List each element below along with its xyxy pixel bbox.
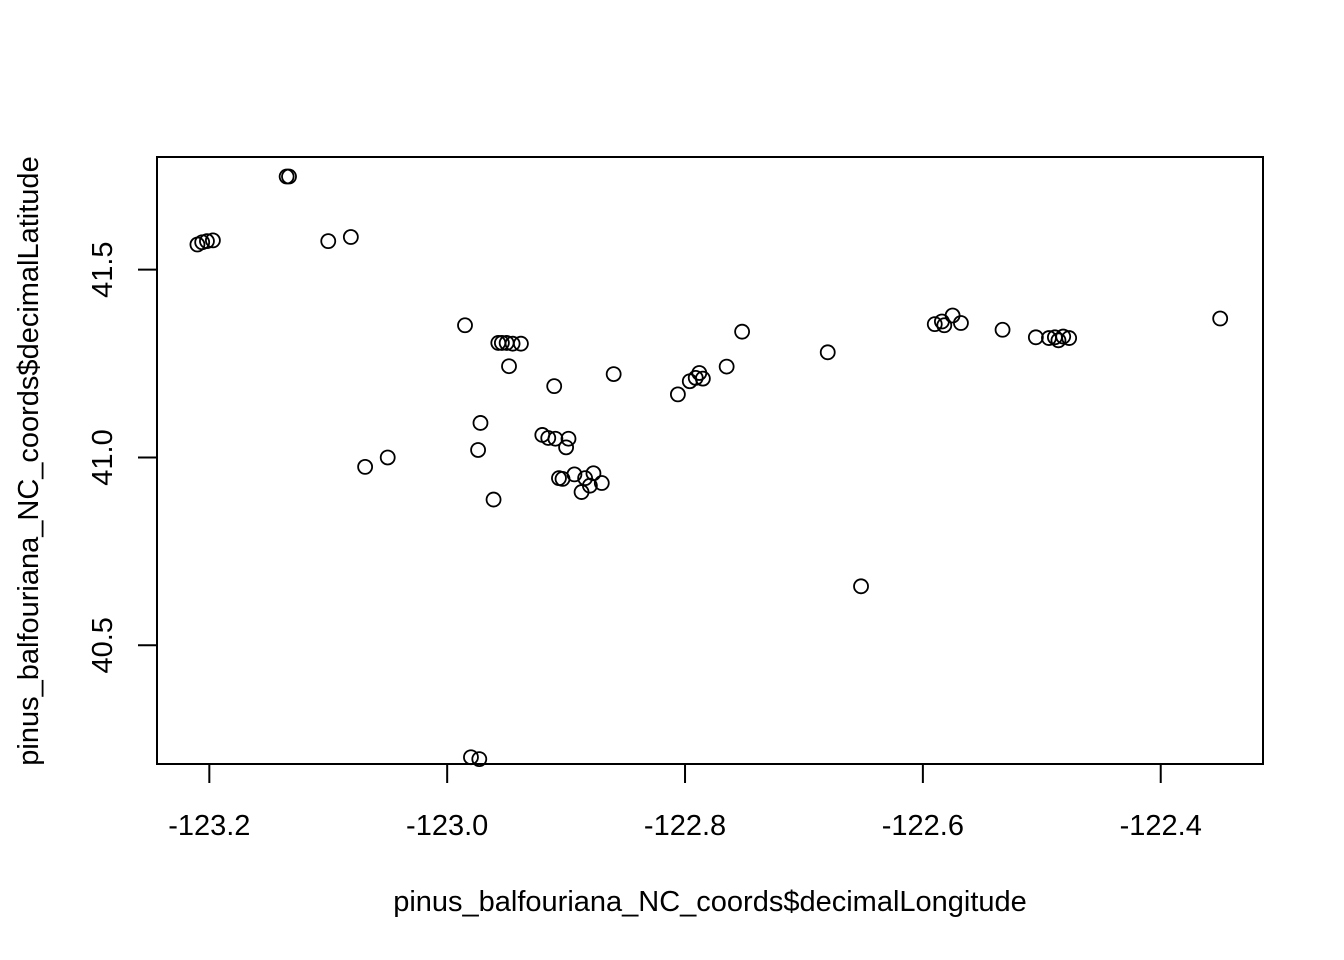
x-tick-label: -122.8: [644, 810, 726, 842]
x-axis: -123.2 -123.0 -122.8 -122.6 -122.4: [168, 764, 1202, 842]
data-point: [204, 232, 221, 249]
data-point: [953, 315, 969, 331]
data-point: [504, 335, 521, 352]
data-point: [718, 358, 735, 375]
data-point: [585, 465, 602, 482]
x-tick-label: -123.2: [168, 810, 250, 842]
data-point: [490, 335, 507, 351]
data-point: [944, 307, 961, 324]
data-point: [540, 430, 557, 446]
data-point: [936, 317, 953, 334]
y-tick-label: 41.0: [87, 429, 119, 485]
data-point: [547, 430, 564, 447]
data-point: [566, 466, 583, 483]
data-point: [357, 458, 374, 475]
data-point: [546, 378, 563, 395]
data-point: [669, 386, 686, 403]
data-point: [1061, 330, 1078, 346]
data-point: [994, 321, 1011, 338]
data-point: [819, 344, 836, 361]
data-point: [281, 168, 297, 185]
data-point: [1050, 332, 1067, 349]
data-point: [471, 751, 488, 768]
y-axis-title: pinus_balfouriana_NC_coords$decimalLatit…: [13, 156, 45, 765]
data-point: [472, 415, 489, 431]
data-point: [1055, 328, 1072, 345]
data-point: [493, 335, 510, 351]
data-point: [501, 358, 517, 375]
data-points: [189, 168, 1229, 768]
x-tick-label: -122.6: [882, 810, 964, 842]
x-axis-title: pinus_balfouriana_NC_coords$decimalLongi…: [393, 886, 1027, 918]
data-point: [379, 449, 396, 466]
data-point: [342, 229, 359, 245]
data-point: [485, 491, 502, 508]
plot-frame: [156, 156, 1264, 765]
x-tick-label: -122.4: [1120, 810, 1202, 842]
data-point: [605, 366, 622, 383]
data-point: [734, 323, 751, 340]
data-point: [513, 335, 529, 352]
data-point: [694, 370, 711, 387]
y-tick-label: 41.5: [87, 241, 119, 297]
data-point: [687, 369, 704, 386]
data-point: [853, 578, 869, 595]
data-point: [470, 442, 486, 458]
data-point: [560, 430, 577, 447]
data-point: [457, 317, 473, 334]
data-point: [1027, 329, 1044, 346]
data-point: [926, 316, 943, 333]
data-point: [463, 749, 479, 766]
data-point: [558, 439, 575, 456]
y-axis: 40.5 41.0 41.5: [87, 241, 157, 674]
data-point: [593, 475, 610, 491]
y-tick-label: 40.5: [87, 617, 119, 673]
x-tick-label: -123.0: [406, 810, 488, 842]
data-point: [1212, 310, 1229, 327]
data-point: [320, 233, 337, 250]
data-point: [199, 233, 215, 250]
